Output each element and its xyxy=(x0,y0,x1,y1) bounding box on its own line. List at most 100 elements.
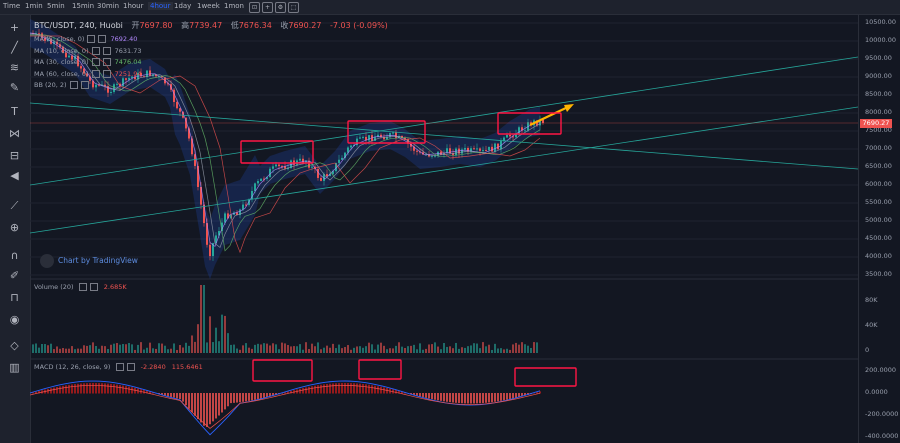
tradingview-watermark[interactable]: Chart by TradingView xyxy=(40,254,138,268)
volume-bar xyxy=(368,342,370,353)
volume-bar xyxy=(401,346,403,353)
macd-histogram-bar xyxy=(521,393,523,397)
ruler-icon[interactable]: ⟋ xyxy=(10,199,19,212)
indicator-settings-icon[interactable] xyxy=(91,58,100,66)
settings-icon[interactable]: ⚙ xyxy=(275,2,286,13)
volume-bar xyxy=(215,327,217,353)
indicator-close-icon[interactable] xyxy=(102,58,111,66)
macd-histogram-bar xyxy=(434,393,436,400)
layers-icon[interactable]: ◇ xyxy=(10,339,19,352)
indicator-close-icon[interactable] xyxy=(98,35,107,43)
back-arrow-icon[interactable]: ◀ xyxy=(10,169,19,182)
timeframe-15min[interactable]: 15min xyxy=(72,2,95,10)
timeframe-5min[interactable]: 5min xyxy=(47,2,65,10)
pattern-icon[interactable]: ⋈ xyxy=(9,127,20,140)
moving-average-line xyxy=(30,34,541,252)
candle-body xyxy=(116,83,118,85)
candle-body xyxy=(311,166,313,168)
candle-body xyxy=(92,80,94,88)
volume-bar xyxy=(494,343,496,353)
candle-body xyxy=(404,138,406,140)
price-axis-label: 5000.00 xyxy=(865,216,892,224)
candle-body xyxy=(494,143,496,152)
indicator-settings-icon[interactable] xyxy=(69,81,78,89)
macd-settings-icon[interactable] xyxy=(115,363,124,371)
candle-body xyxy=(107,86,109,93)
lock-draw-icon[interactable]: ✐ xyxy=(9,269,20,282)
timeframe-1week[interactable]: 1week xyxy=(197,2,220,10)
candle-body xyxy=(308,160,310,168)
timeframe-1mon[interactable]: 1mon xyxy=(224,2,244,10)
volume-bar xyxy=(362,347,364,353)
macd-histogram-bar xyxy=(269,393,271,397)
price-chart[interactable] xyxy=(30,15,858,443)
volume-bar xyxy=(491,349,493,353)
volume-bar xyxy=(359,346,361,353)
indicator-close-icon[interactable] xyxy=(102,69,111,78)
open-value: 7697.80 xyxy=(139,21,173,30)
macd-histogram-bar xyxy=(497,393,499,402)
trendline-icon[interactable]: ╱ xyxy=(11,41,18,54)
chart-type-icon[interactable]: ⊡ xyxy=(249,2,260,13)
indicator-close-icon[interactable] xyxy=(102,46,111,55)
candle-body xyxy=(206,223,208,245)
magnet-icon[interactable]: ∩ xyxy=(10,249,19,262)
volume-bar xyxy=(176,349,178,353)
volume-bar xyxy=(422,349,424,353)
volume-bar xyxy=(68,348,70,353)
candle-body xyxy=(512,136,514,138)
volume-bar xyxy=(95,345,97,353)
indicator-settings-icon[interactable] xyxy=(91,46,100,55)
macd-histogram-bar xyxy=(503,393,505,401)
candle-body xyxy=(167,83,169,85)
volume-bar xyxy=(341,348,343,353)
indicator-close-icon[interactable] xyxy=(80,81,89,89)
macd-histogram-bar xyxy=(452,393,454,403)
volume-close-icon[interactable] xyxy=(89,283,98,291)
eye-icon[interactable]: ◉ xyxy=(9,313,20,326)
measure-icon[interactable]: ⊟ xyxy=(9,149,20,162)
volume-axis-label: 40K xyxy=(865,321,878,329)
macd-histogram-bar xyxy=(335,383,337,394)
timeframe-time[interactable]: Time xyxy=(3,2,21,10)
brush-icon[interactable]: ✎ xyxy=(9,81,20,94)
compare-icon[interactable]: + xyxy=(262,2,273,13)
macd-histogram-bar xyxy=(218,393,220,416)
text-icon[interactable]: T xyxy=(11,105,18,118)
lock-icon[interactable]: ⊓ xyxy=(10,291,19,304)
symbol-name[interactable]: BTC/USDT, 240, Huobi xyxy=(34,21,123,30)
candle-body xyxy=(212,243,214,257)
candle-body xyxy=(449,148,451,154)
volume-bar xyxy=(503,349,505,353)
fullscreen-icon[interactable]: ⬚ xyxy=(288,2,299,13)
candle-body xyxy=(95,84,97,88)
timeframe-toolbar: Time 1min 5min 15min 30min 1hour 4hour 1day 1wee… xyxy=(0,0,900,15)
trash-icon[interactable]: ▥ xyxy=(9,361,20,374)
candle-body xyxy=(377,134,379,138)
timeframe-1day[interactable]: 1day xyxy=(174,2,192,10)
timeframe-4hour[interactable]: 4hour xyxy=(148,2,173,10)
indicator-settings-icon[interactable] xyxy=(87,35,96,43)
macd-close-icon[interactable] xyxy=(126,363,135,371)
candle-body xyxy=(497,143,499,150)
zoom-icon[interactable]: ⊕ xyxy=(9,221,20,234)
macd-histogram-bar xyxy=(305,387,307,394)
candle-body xyxy=(446,148,448,153)
volume-bar xyxy=(515,342,517,353)
indicator-settings-icon[interactable] xyxy=(91,69,100,78)
timeframe-30min[interactable]: 30min xyxy=(97,2,120,10)
volume-bar xyxy=(344,347,346,353)
timeframe-1hour[interactable]: 1hour xyxy=(123,2,144,10)
indicator-legend-3: MA (60, close, 0) 7251.94 xyxy=(34,69,142,78)
volume-bar xyxy=(464,347,466,353)
volume-bar xyxy=(398,342,400,353)
volume-settings-icon[interactable] xyxy=(78,283,87,291)
macd-histogram-bar xyxy=(524,393,526,396)
candle-body xyxy=(113,84,115,92)
crosshair-icon[interactable]: + xyxy=(9,21,20,34)
volume-bar xyxy=(293,346,295,353)
macd-histogram-bar xyxy=(443,393,445,402)
timeframe-1min[interactable]: 1min xyxy=(25,2,43,10)
macd-histogram-bar xyxy=(95,383,97,394)
fib-icon[interactable]: ≋ xyxy=(9,61,20,74)
